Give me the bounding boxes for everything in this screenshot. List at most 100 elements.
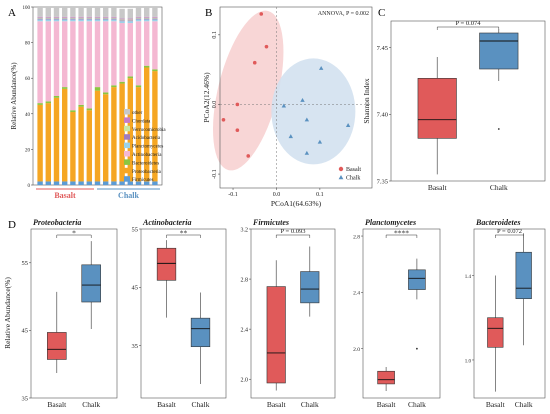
legend-swatch-firmicutes	[124, 176, 130, 182]
bar-segment-bacteroidetes	[78, 104, 84, 107]
bar-segment-planctomycetes	[53, 19, 60, 22]
bar-segment-other	[135, 7, 142, 17]
bar-segment-proteobacteria	[86, 110, 92, 182]
bar-segment-actinobacteria	[62, 21, 68, 88]
bar-segment-planctomycetes	[152, 19, 158, 22]
boxplot-ytick-label: 2.4	[353, 291, 360, 297]
panel-b-xtick-label: 0.0	[273, 192, 281, 198]
bar-segment-proteobacteria	[94, 90, 101, 182]
bar-segment-chordata	[103, 16, 109, 18]
bar-segment-firmicutes	[103, 181, 109, 185]
bar-segment-other	[78, 7, 84, 17]
bar-segment-firmicutes	[127, 181, 133, 185]
group-label-basalt: Basalt	[54, 191, 76, 200]
boxplot-ytick-label: 1.4	[465, 275, 472, 280]
bar-segment-proteobacteria	[62, 88, 68, 182]
panel-b-xtick-label: 0.1	[316, 192, 324, 198]
legend-swatch-verrucomicrobia	[124, 125, 130, 132]
bar-segment-proteobacteria	[78, 106, 84, 182]
bar-segment-verrucomicrobia	[111, 17, 117, 19]
bar-segment-proteobacteria	[152, 71, 158, 182]
bar-segment-acidobacteria	[127, 20, 133, 22]
bar-segment-planctomycetes	[70, 19, 76, 22]
legend-label-actinobacteria: Actinobacteria	[132, 153, 162, 158]
bar-segment-bacteroidetes	[94, 87, 101, 91]
bar-segment-actinobacteria	[86, 21, 92, 109]
bar-segment-chordata	[78, 16, 84, 18]
boxplot-actinobacteria: 35 45 55 Basalt Chalk ** Actinobacteria	[132, 218, 227, 409]
bar-segment-firmicutes	[135, 181, 142, 185]
boxplot-firmicutes: 2.0 2.4 2.8 3.2 Basalt Chalk P = 0.093Firmicut…	[241, 218, 336, 409]
bar-segment-chordata	[111, 16, 117, 18]
box-basalt	[47, 332, 67, 360]
panel-b-pcoa-plot: -0.1 0.0 0.1-0.10.00.1PCoA1(64.63%)PCoA2(1…	[202, 6, 373, 208]
bar-segment-planctomycetes	[86, 19, 92, 22]
bar-segment-proteobacteria	[135, 87, 142, 182]
legend-label-chordata: Chordata	[132, 119, 151, 124]
category-label-chalk: Chalk	[82, 400, 100, 409]
bar-segment-acidobacteria	[144, 18, 150, 20]
category-label-basalt: Basalt	[377, 400, 397, 409]
legend-label-other: other	[132, 111, 143, 116]
boxplot-frame	[30, 228, 118, 399]
bar-segment-proteobacteria	[144, 67, 150, 182]
category-label-basalt: Basalt	[486, 400, 506, 409]
bar-segment-chordata	[135, 16, 142, 18]
basalt-point	[246, 154, 251, 158]
boxplot-ytick-label: 35	[22, 395, 29, 402]
significance-annotation: P = 0.093	[281, 228, 306, 235]
boxplot-ytick-label: 45	[132, 285, 139, 292]
bar-segment-verrucomicrobia	[86, 17, 92, 19]
panel-d-boxplots: 35 45 55 Basalt Chalk * Proteobacteria 35 45 55 Ba…	[3, 218, 546, 409]
chalk-point	[318, 65, 324, 70]
boxplot-frame	[473, 228, 546, 399]
bar-segment-planctomycetes	[78, 19, 84, 22]
bar-segment-actinobacteria	[78, 21, 84, 105]
bar-segment-acidobacteria	[103, 18, 109, 20]
bar-segment-other	[144, 7, 150, 17]
boxplot-title: Actinobacteria	[142, 218, 191, 227]
boxplot-frame	[390, 20, 546, 182]
legend-chalk-marker	[338, 175, 344, 180]
bar-segment-bacteroidetes	[70, 110, 76, 113]
bar-segment-acidobacteria	[45, 18, 51, 20]
bar-segment-other	[103, 7, 109, 17]
bar-segment-bacteroidetes	[62, 87, 68, 89]
panel-d-ylabel: Relative Abundance(%)	[3, 277, 12, 349]
significance-annotation: *	[72, 229, 76, 238]
bar-segment-proteobacteria	[111, 87, 117, 182]
chalk-point	[304, 117, 310, 122]
category-label-basalt: Basalt	[47, 400, 67, 409]
legend-swatch-chordata	[124, 117, 130, 123]
legend-label-firmicutes: Firmicutes	[132, 178, 153, 183]
bar-segment-firmicutes	[94, 181, 101, 185]
boxplot-frame	[140, 228, 227, 399]
bar-segment-verrucomicrobia	[144, 17, 150, 19]
panel-a-ytick-label: 0	[28, 184, 31, 189]
legend-swatch-proteobacteria	[124, 167, 130, 174]
box-chalk	[190, 317, 211, 348]
boxplot-ytick-label: 2.8	[353, 234, 360, 240]
bar-segment-acidobacteria	[70, 18, 76, 20]
bar-segment-verrucomicrobia	[78, 17, 84, 19]
box-chalk	[81, 264, 101, 303]
bar-segment-other	[94, 7, 101, 17]
box-basalt	[377, 370, 395, 385]
chalk-point	[304, 150, 310, 155]
boxplot-ytick-label: 7.40	[377, 112, 388, 119]
legend-label-acidobacteria: Acidobacteria	[132, 136, 161, 141]
bar-segment-other	[53, 7, 60, 17]
basalt-confidence-ellipse	[213, 10, 284, 171]
basalt-point	[259, 12, 264, 16]
bar-segment-firmicutes	[78, 181, 84, 185]
category-label-chalk: Chalk	[490, 183, 508, 192]
bar-segment-acidobacteria	[37, 18, 43, 20]
bar-segment-chordata	[94, 16, 101, 18]
basalt-point	[221, 117, 226, 122]
bar-segment-verrucomicrobia	[135, 17, 142, 19]
bar-segment-firmicutes	[62, 181, 68, 185]
legend-label-proteobacteria: Proteobacteria	[132, 170, 162, 175]
bar-segment-proteobacteria	[103, 94, 109, 182]
bar-segment-planctomycetes	[111, 19, 117, 22]
bar-segment-other	[45, 7, 51, 17]
